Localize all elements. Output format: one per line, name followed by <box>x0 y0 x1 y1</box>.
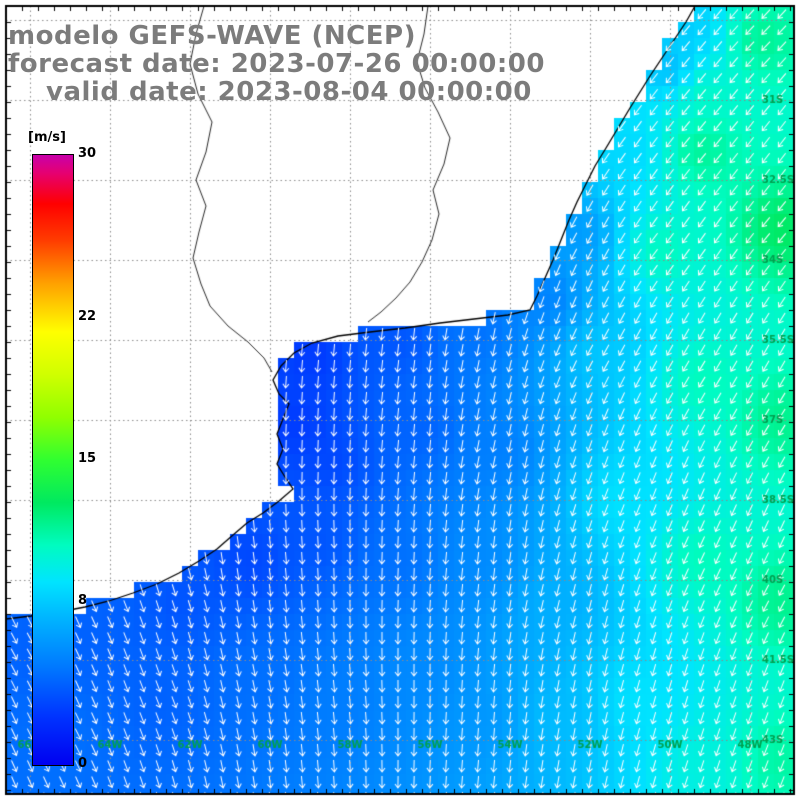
map-canvas <box>0 0 800 800</box>
wave-forecast-figure: modelo GEFS-WAVE (NCEP) forecast date: 2… <box>0 0 800 800</box>
